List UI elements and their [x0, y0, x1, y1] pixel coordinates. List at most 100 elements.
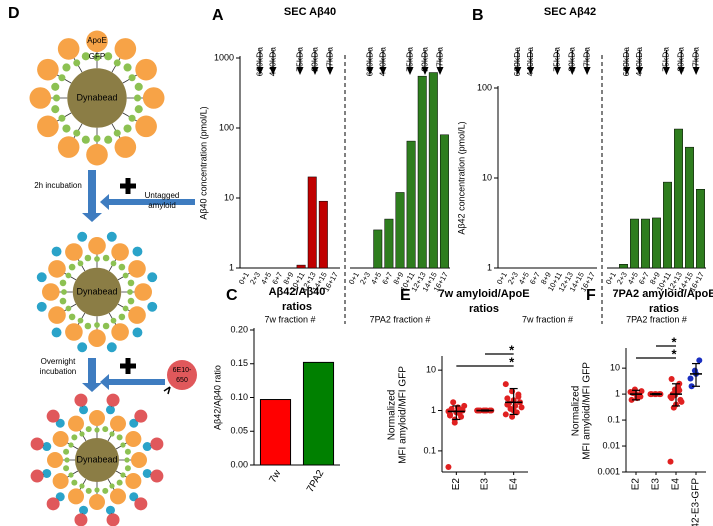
gfp-dot [84, 322, 92, 330]
gfp-dot [94, 427, 100, 433]
amyloid-dot [147, 272, 158, 283]
apoe-particle [142, 87, 165, 109]
panel-letter: E [400, 287, 411, 304]
chart-title: Aβ42/Aβ40 [269, 286, 326, 298]
apoe-particle [125, 431, 142, 447]
size-marker-label: 669kDa [621, 47, 631, 77]
apoe-particle [134, 283, 152, 301]
apoe-particle [89, 494, 105, 510]
bar [630, 218, 639, 269]
dynabead [75, 438, 119, 482]
antibody-dye [74, 513, 88, 526]
gfp-dot [77, 317, 84, 324]
gfp-dot [68, 263, 76, 271]
gfp-dot [63, 465, 70, 472]
bar [696, 188, 705, 269]
apoe-particle [88, 237, 106, 255]
gfp-dot [94, 256, 100, 262]
bar [652, 217, 661, 269]
size-marker-arrowhead [583, 67, 591, 75]
data-point [502, 411, 509, 418]
size-marker-label: 29kDa [309, 47, 319, 72]
size-marker-label: 440kDa [267, 47, 277, 77]
dynabead [72, 267, 122, 317]
group-label: 7PA2 fraction # [370, 314, 431, 324]
gfp-dot [68, 313, 76, 321]
arrow-shaft [88, 358, 96, 384]
gfp-dot [127, 279, 135, 287]
apoe-particle [114, 38, 137, 60]
panel-letter: B [472, 7, 484, 24]
amyloid-dot [106, 342, 117, 353]
amyloid-dot [79, 505, 89, 515]
apoe-particle [37, 58, 59, 81]
bar [296, 264, 306, 269]
chart-title: SEC Aβ40 [284, 6, 336, 18]
apoe-particle [52, 431, 69, 447]
apoe-particle [111, 243, 129, 261]
y-tick-label: 100 [219, 122, 234, 132]
gfp-dot [51, 105, 60, 114]
data-point [504, 401, 511, 408]
gfp-dot [68, 472, 74, 478]
size-marker-arrowhead [296, 67, 304, 75]
size-marker-label: 7kDa [324, 47, 334, 67]
gfp-dot [110, 260, 117, 267]
y-axis-label: MFI amyloid/MFI GFP [398, 366, 409, 464]
size-marker-arrowhead [421, 67, 429, 75]
gfp-dot [123, 63, 132, 72]
y-tick-label: 100 [477, 82, 492, 92]
bar [384, 218, 394, 269]
y-tick-label: 0.05 [230, 426, 248, 436]
y-tick-label: 0.1 [423, 445, 436, 455]
data-point [450, 399, 457, 406]
panel-letter: F [586, 287, 596, 304]
y-tick-label: 1 [487, 262, 492, 272]
gfp-dot [51, 82, 60, 91]
gfp-dot [104, 135, 113, 144]
size-marker-label: 75kDa [404, 47, 414, 72]
apoe-particle [86, 30, 108, 53]
x-tick-label: E2 [631, 478, 642, 491]
size-marker-label: 669kDa [512, 47, 522, 77]
y-tick-label: 0.00 [230, 459, 248, 469]
apoe-particle [65, 243, 83, 261]
plus [125, 358, 131, 374]
size-marker-label: 7kDa [434, 47, 444, 67]
data-point [687, 375, 694, 382]
gfp-dot [110, 317, 117, 324]
data-point [447, 412, 454, 419]
apoe-particle [88, 329, 106, 348]
amyloid-dot [36, 301, 47, 312]
amyloid-dot [132, 246, 143, 257]
data-point [696, 357, 703, 364]
gfp-dot [71, 479, 78, 486]
y-axis-label: Normalized [387, 390, 398, 441]
gfp-dot [102, 254, 110, 262]
y-axis-label: Normalized [571, 386, 582, 437]
x-tick-label: E4 [508, 478, 519, 491]
amyloid-dot [106, 231, 117, 242]
group-label: 7w fraction # [264, 314, 315, 324]
y-tick-label: 10 [610, 363, 620, 373]
gfp-dot [52, 94, 61, 102]
plus [125, 178, 131, 194]
size-marker-arrowhead [326, 67, 334, 75]
apoe-particle [37, 115, 59, 138]
antibody-dye [106, 513, 120, 526]
size-marker-label: 75kDa [661, 47, 671, 72]
y-tick-label: 10 [426, 365, 436, 375]
size-marker-arrowhead [662, 67, 670, 75]
gfp-dot [59, 297, 67, 305]
antibody-dye [46, 409, 60, 423]
size-marker-arrowhead [553, 67, 561, 75]
y-axis-label: Aβ42 concentration (pmol/L) [456, 121, 466, 234]
size-marker-arrowhead [527, 67, 535, 75]
step-label: 2h incubation [34, 181, 82, 190]
amyloid-dot [51, 327, 62, 338]
panel-letter: A [212, 7, 224, 24]
step-label: incubation [40, 367, 76, 376]
significance-label: * [671, 334, 677, 349]
step-label: Overnight [41, 357, 76, 366]
apoe-particle [57, 38, 80, 60]
